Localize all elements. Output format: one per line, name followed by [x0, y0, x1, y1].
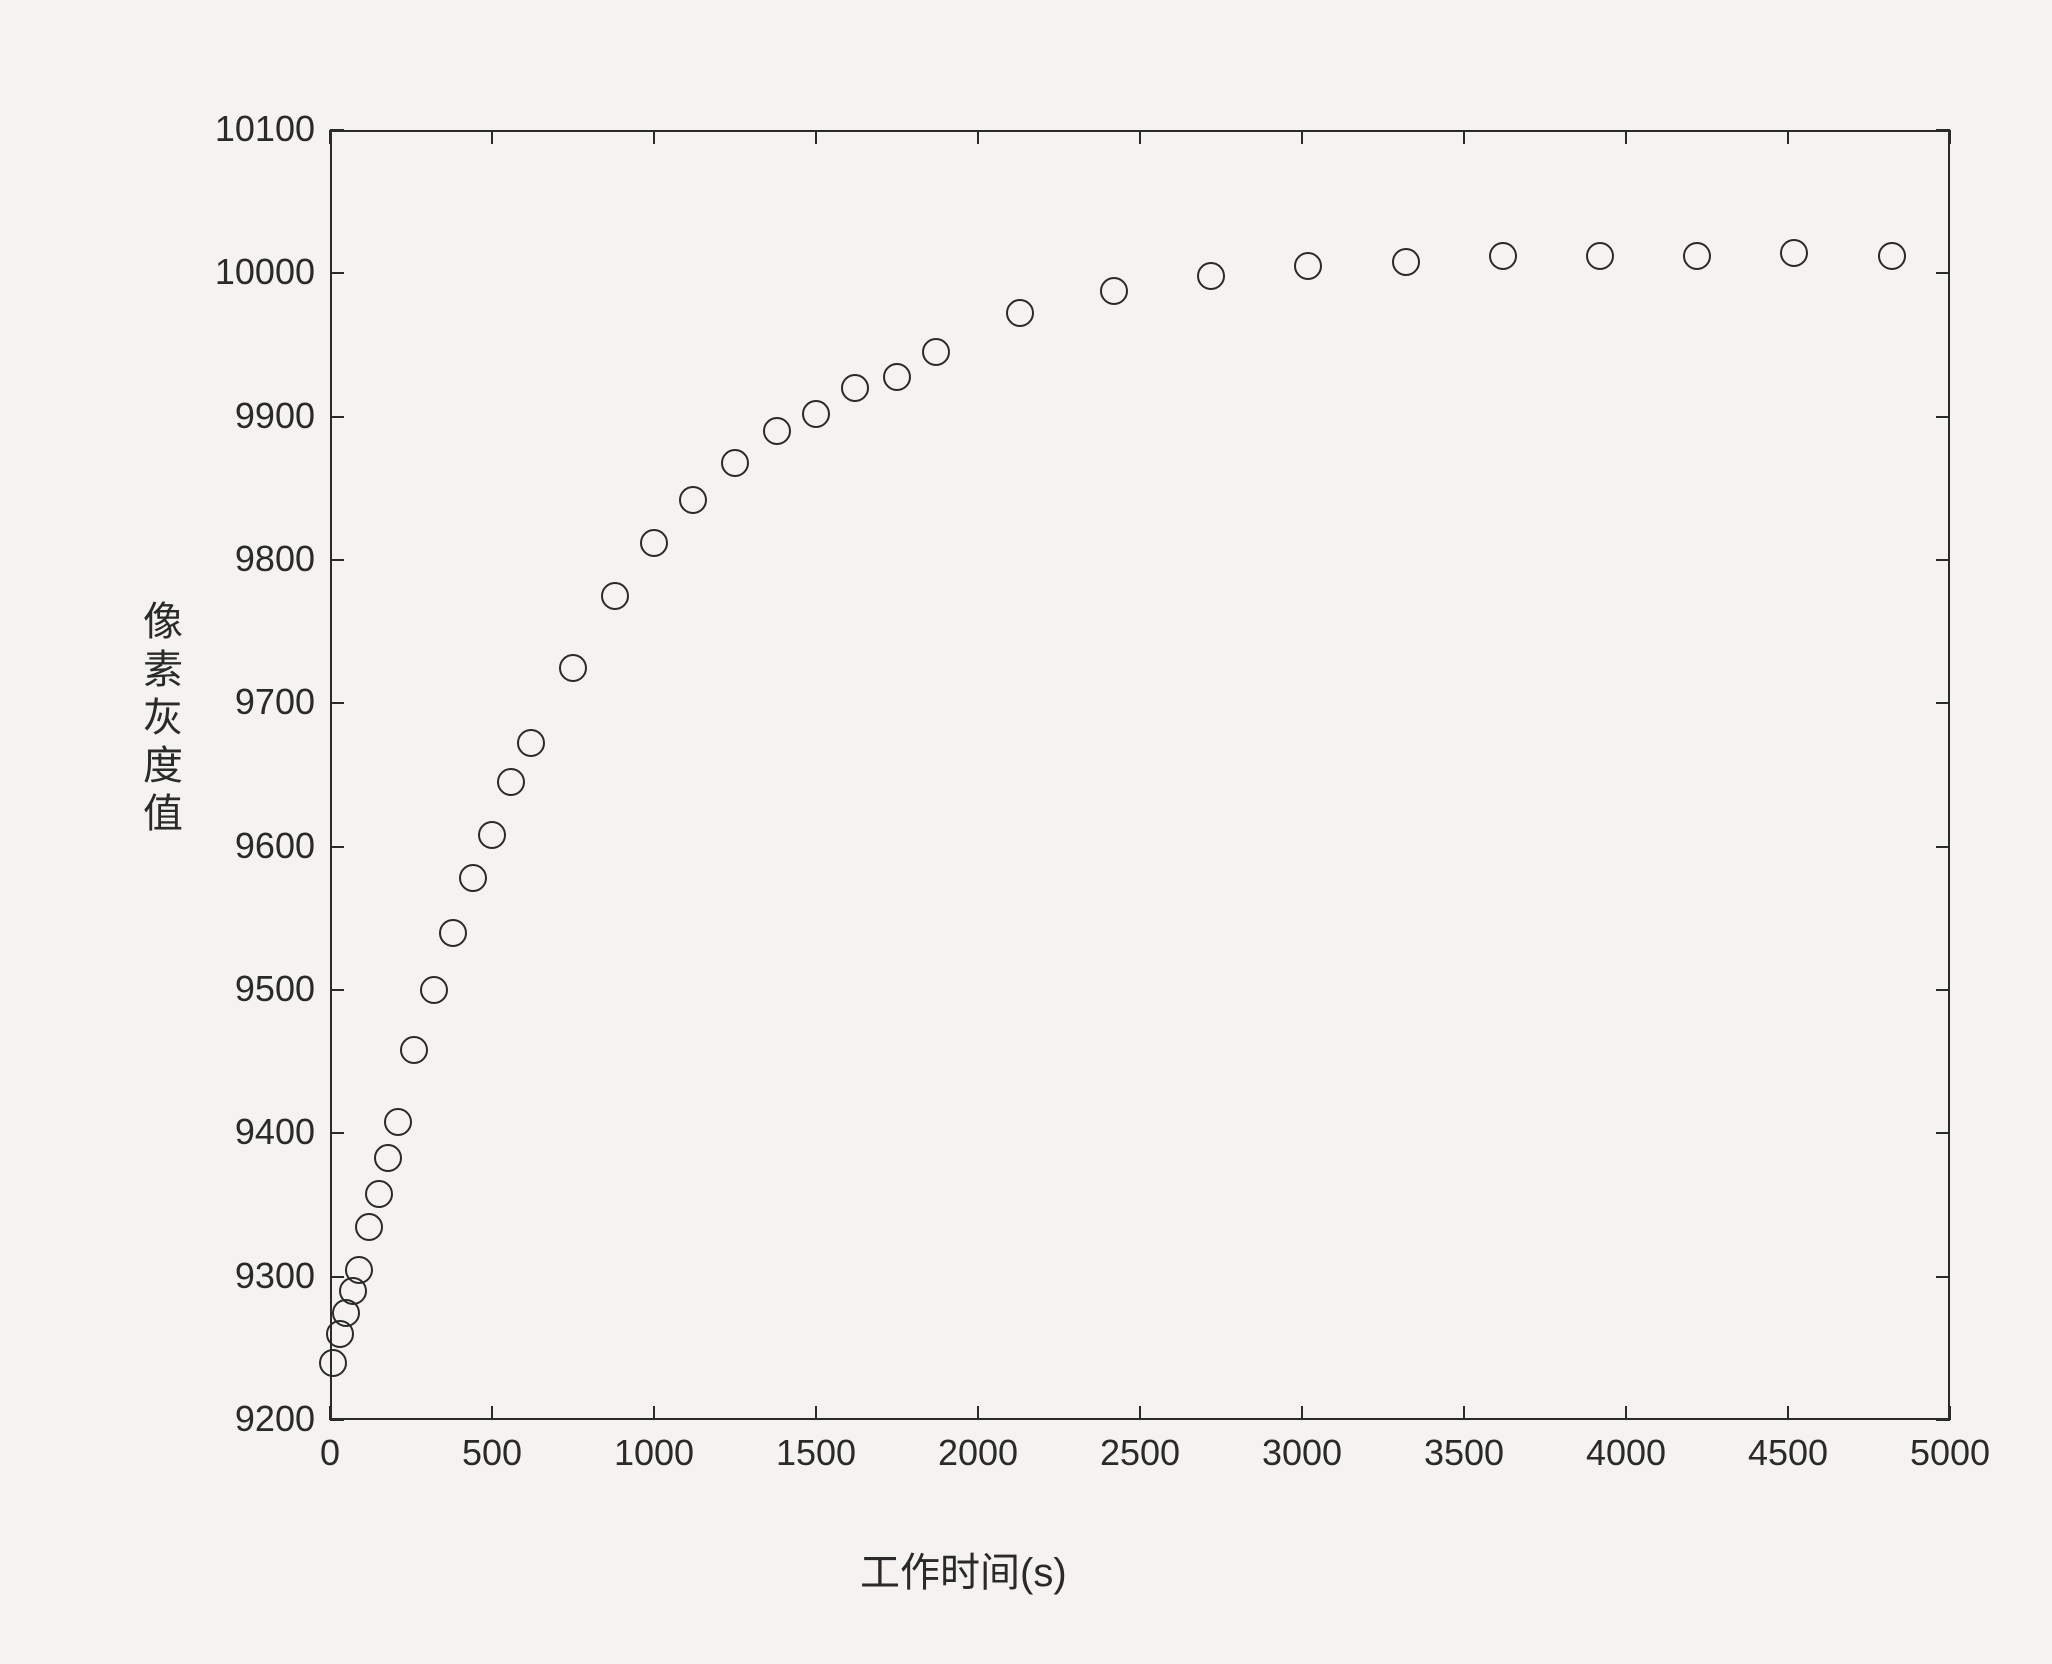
x-tick-mark — [1139, 1406, 1141, 1420]
data-marker — [355, 1213, 383, 1241]
data-marker — [721, 449, 749, 477]
x-tick-label: 0 — [285, 1432, 375, 1474]
data-marker — [841, 374, 869, 402]
y-tick-mark — [330, 1276, 344, 1278]
x-tick-label: 1500 — [771, 1432, 861, 1474]
y-tick-mark — [330, 989, 344, 991]
data-marker — [1294, 252, 1322, 280]
x-tick-label: 4000 — [1581, 1432, 1671, 1474]
x-tick-label: 2000 — [933, 1432, 1023, 1474]
data-marker — [1392, 248, 1420, 276]
x-tick-mark — [1463, 1406, 1465, 1420]
x-tick-label: 5000 — [1905, 1432, 1995, 1474]
data-marker — [400, 1036, 428, 1064]
data-marker — [883, 363, 911, 391]
x-tick-label: 2500 — [1095, 1432, 1185, 1474]
y-tick-mark-right — [1936, 129, 1950, 131]
plot-area — [330, 130, 1950, 1420]
data-marker — [365, 1180, 393, 1208]
x-tick-label: 4500 — [1743, 1432, 1833, 1474]
y-tick-mark-right — [1936, 846, 1950, 848]
x-tick-mark — [977, 1406, 979, 1420]
y-tick-label: 10100 — [195, 108, 315, 150]
x-tick-mark — [1301, 1406, 1303, 1420]
y-tick-mark-right — [1936, 1276, 1950, 1278]
data-marker — [459, 864, 487, 892]
y-tick-mark — [330, 1132, 344, 1134]
y-tick-mark-right — [1936, 272, 1950, 274]
x-tick-mark-top — [1463, 130, 1465, 144]
y-tick-label: 9700 — [195, 681, 315, 723]
y-tick-mark — [330, 1419, 344, 1421]
data-marker — [1683, 242, 1711, 270]
y-tick-label: 10000 — [195, 251, 315, 293]
y-tick-mark-right — [1936, 989, 1950, 991]
data-marker — [319, 1349, 347, 1377]
x-tick-mark-top — [1625, 130, 1627, 144]
y-tick-mark — [330, 846, 344, 848]
data-marker — [802, 400, 830, 428]
data-marker — [1100, 277, 1128, 305]
x-tick-mark-top — [653, 130, 655, 144]
y-axis-label: 像素灰度值 — [130, 600, 188, 840]
x-tick-mark — [329, 1406, 331, 1420]
x-tick-mark-top — [1949, 130, 1951, 144]
y-tick-mark-right — [1936, 559, 1950, 561]
y-tick-mark — [330, 559, 344, 561]
chart-container: 像素灰度值 工作时间(s) 92009300940095009600970098… — [80, 60, 1980, 1610]
data-marker — [384, 1108, 412, 1136]
data-marker — [1489, 242, 1517, 270]
y-tick-label: 9800 — [195, 538, 315, 580]
data-marker — [679, 486, 707, 514]
y-tick-label: 9300 — [195, 1255, 315, 1297]
y-tick-mark — [330, 272, 344, 274]
x-tick-mark — [1787, 1406, 1789, 1420]
y-tick-mark-right — [1936, 416, 1950, 418]
data-marker — [1006, 299, 1034, 327]
data-marker — [1878, 242, 1906, 270]
y-tick-mark — [330, 129, 344, 131]
data-marker — [640, 529, 668, 557]
data-marker — [559, 654, 587, 682]
x-tick-mark — [1625, 1406, 1627, 1420]
x-tick-mark-top — [329, 130, 331, 144]
data-marker — [478, 821, 506, 849]
x-tick-mark-top — [1301, 130, 1303, 144]
x-tick-mark — [1949, 1406, 1951, 1420]
y-tick-mark — [330, 416, 344, 418]
x-tick-mark — [815, 1406, 817, 1420]
x-tick-mark-top — [1787, 130, 1789, 144]
y-tick-mark-right — [1936, 702, 1950, 704]
x-tick-mark-top — [977, 130, 979, 144]
data-marker — [763, 417, 791, 445]
x-tick-mark-top — [1139, 130, 1141, 144]
data-marker — [1197, 262, 1225, 290]
x-tick-label: 3000 — [1257, 1432, 1347, 1474]
x-axis-label: 工作时间(s) — [860, 1540, 1067, 1598]
data-marker — [517, 729, 545, 757]
x-tick-label: 1000 — [609, 1432, 699, 1474]
data-marker — [601, 582, 629, 610]
y-tick-label: 9600 — [195, 825, 315, 867]
x-tick-mark-top — [491, 130, 493, 144]
data-marker — [439, 919, 467, 947]
x-tick-label: 500 — [447, 1432, 537, 1474]
data-marker — [374, 1144, 402, 1172]
y-tick-label: 9900 — [195, 395, 315, 437]
x-tick-mark-top — [815, 130, 817, 144]
x-tick-label: 3500 — [1419, 1432, 1509, 1474]
y-tick-mark — [330, 702, 344, 704]
x-tick-mark — [653, 1406, 655, 1420]
data-marker — [345, 1256, 373, 1284]
data-marker — [420, 976, 448, 1004]
y-tick-mark-right — [1936, 1419, 1950, 1421]
y-tick-label: 9400 — [195, 1111, 315, 1153]
data-marker — [1586, 242, 1614, 270]
y-tick-label: 9500 — [195, 968, 315, 1010]
data-marker — [922, 338, 950, 366]
x-tick-mark — [491, 1406, 493, 1420]
data-marker — [1780, 239, 1808, 267]
y-tick-mark-right — [1936, 1132, 1950, 1134]
data-marker — [497, 768, 525, 796]
